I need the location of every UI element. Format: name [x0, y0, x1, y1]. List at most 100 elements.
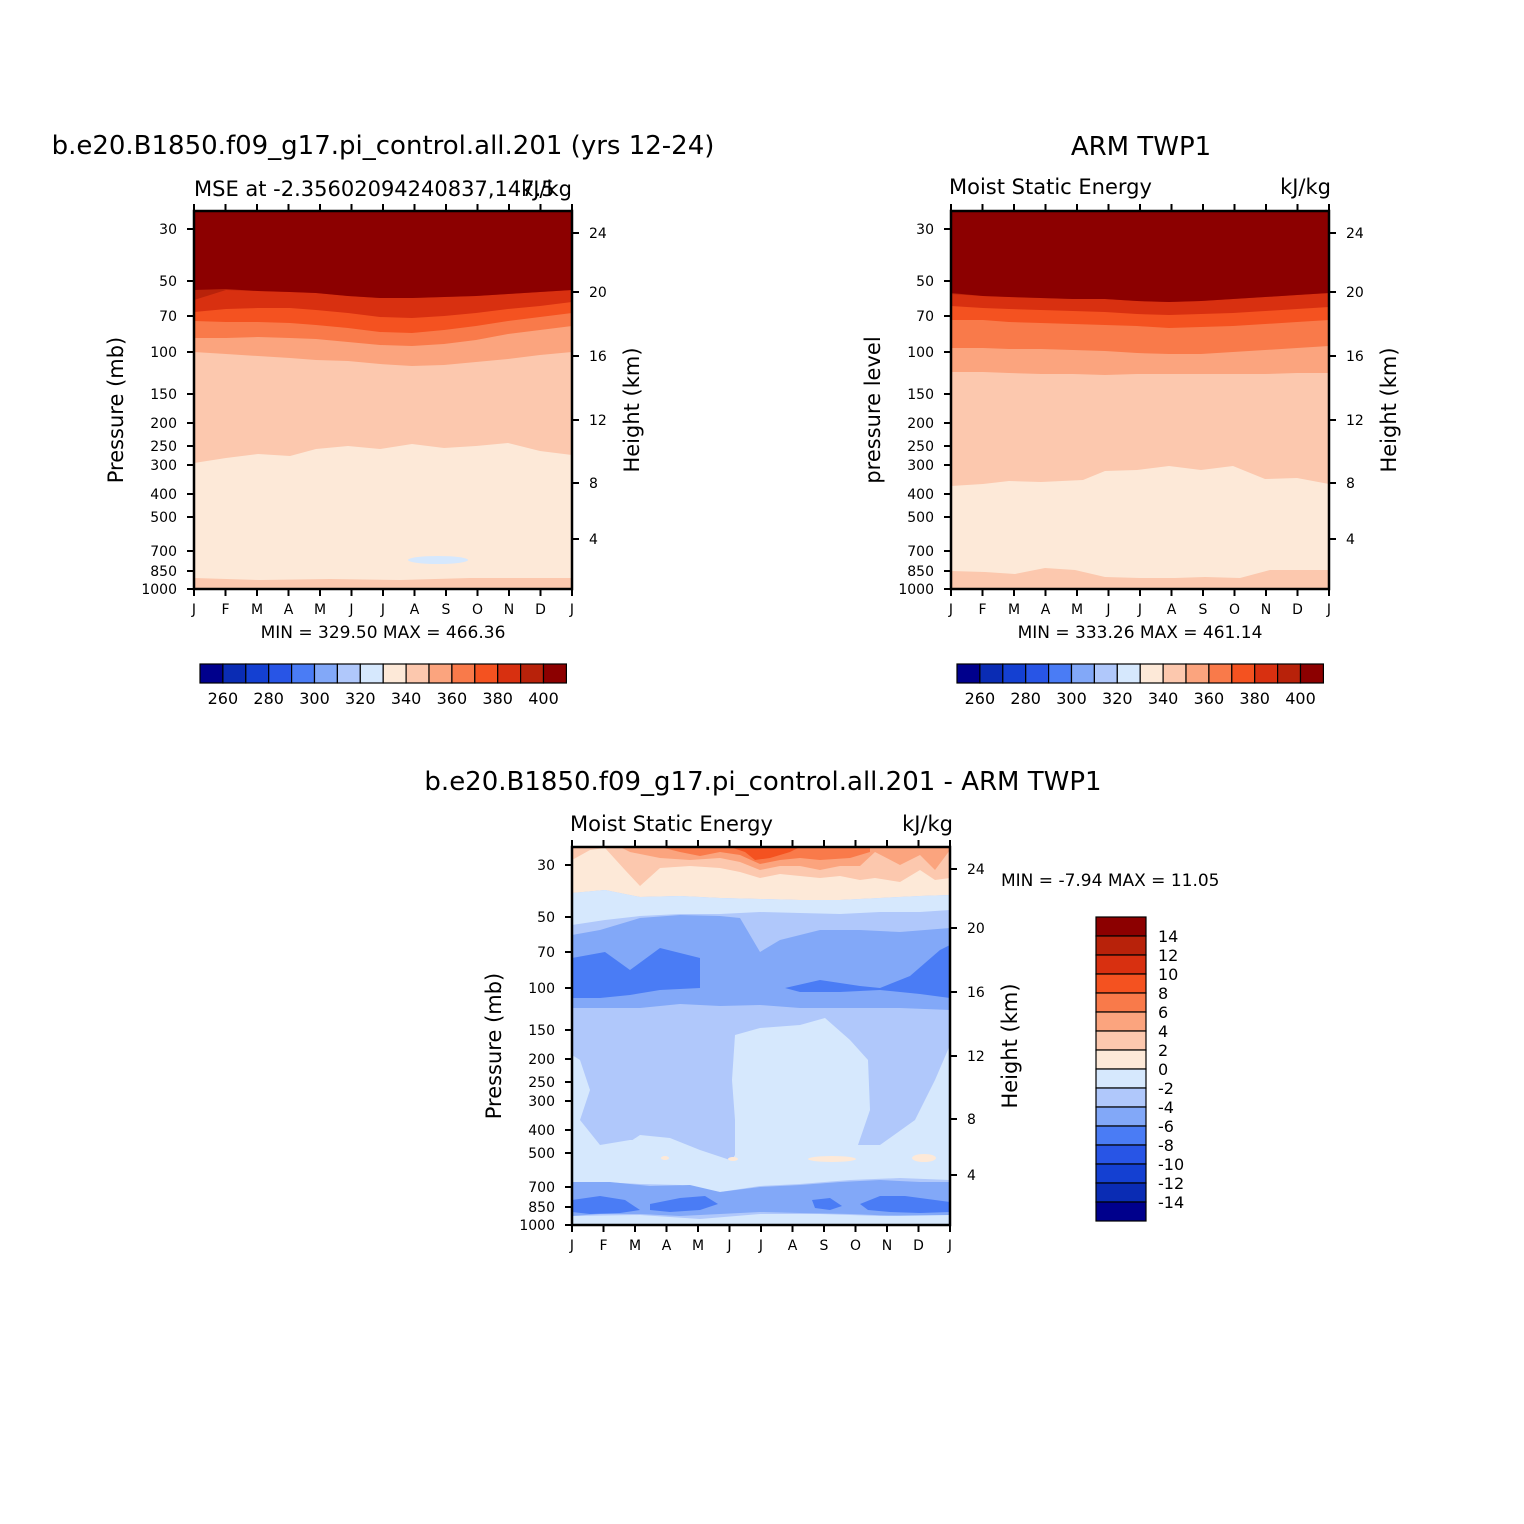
panel3-contours	[572, 847, 950, 1225]
pressure-label: 850	[907, 564, 934, 580]
pressure-label: 150	[150, 387, 177, 403]
pressure-label: 250	[907, 439, 934, 455]
height-label: 20	[967, 921, 985, 937]
height-label: 4	[1346, 532, 1355, 548]
month-label: M	[251, 602, 263, 618]
panel2-right-subtitle: kJ/kg	[1280, 175, 1331, 199]
contour-band	[785, 945, 950, 998]
colorbar-label: 12	[1158, 946, 1178, 965]
month-label: M	[629, 1238, 641, 1254]
colorbar-swatch	[1231, 663, 1256, 684]
colorbar-label: 8	[1158, 984, 1168, 1003]
colorbar-swatch	[542, 663, 567, 684]
panel2-frame: J F M A M J J A S O N D J 30 50 70 100 150 200 250 300 400 500…	[861, 204, 1401, 618]
panel2-contours	[951, 211, 1329, 589]
height-label: 24	[589, 226, 607, 242]
contour-band	[572, 1135, 950, 1192]
colorbar-swatch	[956, 663, 981, 684]
panel1-colorbar: 260 280 300 320 340 360 380 400	[199, 663, 567, 708]
height-label: 12	[589, 413, 607, 429]
colorbar-swatch	[1095, 1144, 1147, 1165]
pressure-label: 100	[907, 345, 934, 361]
panel3-right-subtitle: kJ/kg	[902, 812, 953, 836]
month-label: J	[569, 602, 574, 618]
colorbar-label: 340	[1148, 689, 1179, 708]
colorbar-label: 400	[528, 689, 559, 708]
colorbar-swatch	[222, 663, 247, 684]
contour-band	[951, 568, 1329, 589]
month-label: S	[820, 1238, 829, 1254]
contour-band	[408, 556, 468, 564]
contour-band	[572, 948, 700, 998]
month-label: M	[692, 1238, 704, 1254]
colorbar-label: -6	[1158, 1117, 1174, 1136]
height-label: 24	[1346, 226, 1364, 242]
colorbar-swatch	[1070, 663, 1095, 684]
panel2-left-subtitle: Moist Static Energy	[949, 175, 1152, 199]
colorbar-swatch	[1095, 916, 1147, 937]
colorbar-swatch	[313, 663, 338, 684]
colorbar-swatch	[497, 663, 522, 684]
pressure-label: 200	[150, 416, 177, 432]
month-label: F	[978, 602, 986, 618]
colorbar-label: 260	[208, 689, 239, 708]
month-label: N	[1261, 602, 1271, 618]
colorbar-swatch	[1095, 1182, 1147, 1203]
pressure-label: 400	[150, 487, 177, 503]
pressure-label: 1000	[141, 582, 177, 598]
colorbar-label: 400	[1285, 689, 1316, 708]
height-label: 20	[1346, 285, 1364, 301]
pressure-label: 50	[537, 910, 555, 926]
panel-model: b.e20.B1850.f09_g17.pi_control.all.201 (…	[52, 131, 715, 618]
y2-axis-title: Height (km)	[1377, 347, 1401, 472]
contour-band	[572, 1018, 950, 1182]
pressure-label: 30	[916, 222, 934, 238]
panel-obs: ARM TWP1 Moist Static Energy kJ/kg J F M A M…	[861, 132, 1401, 618]
pressure-label: 70	[537, 945, 555, 961]
pressure-label: 70	[916, 309, 934, 325]
month-label: D	[913, 1238, 924, 1254]
month-label: J	[348, 602, 353, 618]
colorbar-swatch	[1025, 663, 1050, 684]
contour-band	[194, 211, 572, 298]
contour-band	[572, 1196, 640, 1214]
colorbar-swatch	[1162, 663, 1187, 684]
y-axis-title: Pressure (mb)	[482, 973, 506, 1120]
contour-band	[572, 1214, 950, 1225]
height-label: 24	[967, 862, 985, 878]
panel1-left-subtitle: MSE at -2.35602094240837,147.5	[194, 177, 555, 201]
height-label: 20	[589, 285, 607, 301]
colorbar-label: -14	[1158, 1193, 1184, 1212]
month-label: A	[284, 602, 294, 618]
pressure-label: 1000	[519, 1218, 555, 1234]
colorbar-swatch	[405, 663, 430, 684]
panel1-contours	[194, 211, 572, 589]
colorbar-swatch	[291, 663, 316, 684]
colorbar-swatch	[1095, 1163, 1147, 1184]
pressure-label: 300	[528, 1094, 555, 1110]
height-label: 4	[967, 1168, 976, 1184]
colorbar-label: 360	[1194, 689, 1225, 708]
pressure-label: 300	[907, 458, 934, 474]
colorbar-swatch	[1276, 663, 1302, 684]
pressure-label: 700	[907, 544, 934, 560]
colorbar-label: -4	[1158, 1098, 1174, 1117]
colorbar-label: 280	[253, 689, 284, 708]
colorbar-label: 4	[1158, 1022, 1168, 1041]
pressure-label: 300	[150, 458, 177, 474]
colorbar-swatch	[1095, 1106, 1147, 1127]
colorbar-label: 300	[299, 689, 330, 708]
colorbar-swatch	[1095, 992, 1147, 1013]
colorbar-swatch	[1095, 1030, 1147, 1051]
colorbar-swatch	[1208, 663, 1233, 684]
colorbar-swatch	[199, 663, 224, 684]
colorbar-swatch	[1095, 1125, 1147, 1146]
colorbar-swatch	[1095, 1068, 1147, 1089]
colorbar-label: -2	[1158, 1079, 1174, 1098]
month-label: A	[1041, 602, 1051, 618]
y-axis-title: pressure level	[861, 336, 885, 483]
month-label: A	[788, 1238, 798, 1254]
month-label: A	[662, 1238, 672, 1254]
